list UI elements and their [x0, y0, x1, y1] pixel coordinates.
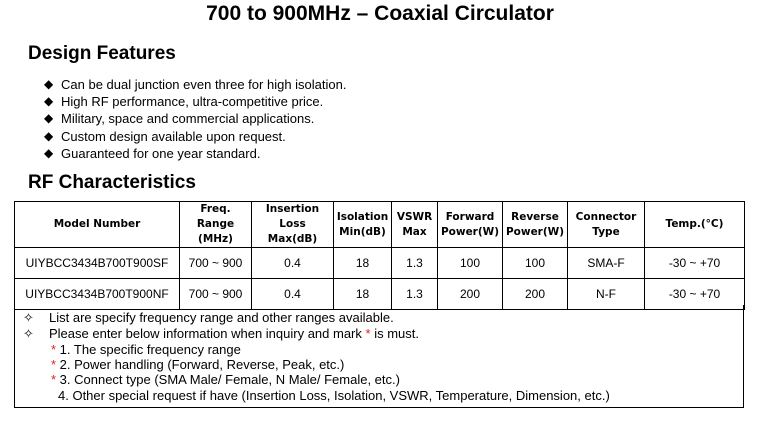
cell-temp: -30 ~ +70 — [644, 278, 745, 310]
cell-reverse-power: 200 — [502, 278, 568, 310]
required-mark: * — [51, 357, 57, 372]
notes-box: ✧ List are specify frequency range and o… — [14, 305, 744, 408]
cell-model-number: UIYBCC3434B700T900NF — [14, 278, 180, 310]
requirement-item: * 1. The specific frequency range — [51, 342, 241, 357]
rf-characteristics-heading: RF Characteristics — [28, 172, 196, 193]
cell-isolation: 18 — [333, 278, 392, 310]
col-header-freq-range: Freq. Range (MHz) — [179, 201, 252, 248]
col-header-vswr: VSWR Max — [391, 201, 438, 248]
cell-temp: -30 ~ +70 — [644, 247, 745, 279]
cell-insertion-loss: 0.4 — [251, 247, 334, 279]
table-row: UIYBCC3434B700T900NF 700 ~ 900 0.4 18 1.… — [14, 278, 745, 310]
col-header-temp: Temp.(°C) — [644, 201, 745, 248]
cell-connector-type: SMA-F — [567, 247, 645, 279]
feature-item: ◆ Guaranteed for one year standard. — [44, 145, 261, 161]
diamond-bullet-icon: ◆ — [44, 145, 54, 160]
feature-item: ◆ Military, space and commercial applicat… — [44, 111, 315, 127]
table-header-row: Model Number Freq. Range (MHz) Insertion … — [14, 201, 745, 248]
cell-connector-type: N-F — [567, 278, 645, 310]
note-inquiry: Please enter below information when inqu… — [49, 326, 419, 341]
feature-item: ◆ High RF performance, ultra-competitive … — [44, 94, 324, 110]
page-title: 700 to 900MHz – Coaxial Circulator — [206, 2, 554, 25]
requirement-item: 4. Other special request if have (Insert… — [58, 388, 610, 403]
feature-item: ◆ Can be dual junction even three for hig… — [44, 77, 347, 92]
note-ranges: List are specify frequency range and oth… — [49, 310, 394, 325]
cell-freq-range: 700 ~ 900 — [179, 247, 252, 279]
required-mark: * — [365, 326, 371, 341]
col-header-isolation: Isolation Min(dB) — [333, 201, 392, 248]
four-pointed-star-icon: ✧ — [23, 326, 34, 341]
requirement-item: * 3. Connect type (SMA Male/ Female, N M… — [51, 372, 400, 387]
design-features-list: ◆ Can be dual junction even three for hig… — [44, 76, 346, 162]
design-features-heading: Design Features — [28, 43, 176, 64]
col-header-connector-type: Connector Type — [567, 201, 645, 248]
diamond-bullet-icon: ◆ — [44, 77, 54, 91]
cell-model-number: UIYBCC3434B700T900SF — [14, 247, 180, 279]
diamond-bullet-icon: ◆ — [44, 128, 54, 143]
cell-vswr: 1.3 — [391, 247, 438, 279]
cell-forward-power: 100 — [437, 247, 503, 279]
rf-characteristics-table: Model Number Freq. Range (MHz) Insertion … — [14, 201, 745, 310]
diamond-bullet-icon: ◆ — [44, 94, 54, 109]
table-row: UIYBCC3434B700T900SF 700 ~ 900 0.4 18 1.… — [14, 247, 745, 279]
col-header-forward-power: Forward Power(W) — [437, 201, 503, 248]
col-header-reverse-power: Reverse Power(W) — [502, 201, 568, 248]
diamond-bullet-icon: ◆ — [44, 111, 54, 126]
feature-item: ◆ Custom design available upon request. — [44, 128, 286, 144]
required-mark: * — [51, 372, 57, 387]
required-mark: * — [51, 342, 57, 357]
cell-isolation: 18 — [333, 247, 392, 279]
col-header-model-number: Model Number — [14, 201, 180, 248]
col-header-insertion-loss: Insertion Loss Max(dB) — [251, 201, 334, 248]
cell-reverse-power: 100 — [502, 247, 568, 279]
four-pointed-star-icon: ✧ — [23, 310, 34, 325]
requirement-item: * 2. Power handling (Forward, Reverse, P… — [51, 357, 345, 372]
cell-freq-range: 700 ~ 900 — [179, 278, 252, 310]
